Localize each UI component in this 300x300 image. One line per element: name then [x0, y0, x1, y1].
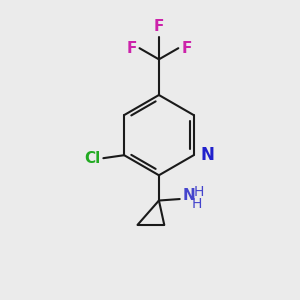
- Text: H: H: [194, 184, 204, 199]
- Text: H: H: [192, 197, 202, 212]
- Text: N: N: [183, 188, 195, 203]
- Text: F: F: [181, 41, 192, 56]
- Text: F: F: [154, 19, 164, 34]
- Text: N: N: [200, 146, 214, 164]
- Text: Cl: Cl: [84, 151, 101, 166]
- Text: F: F: [126, 41, 136, 56]
